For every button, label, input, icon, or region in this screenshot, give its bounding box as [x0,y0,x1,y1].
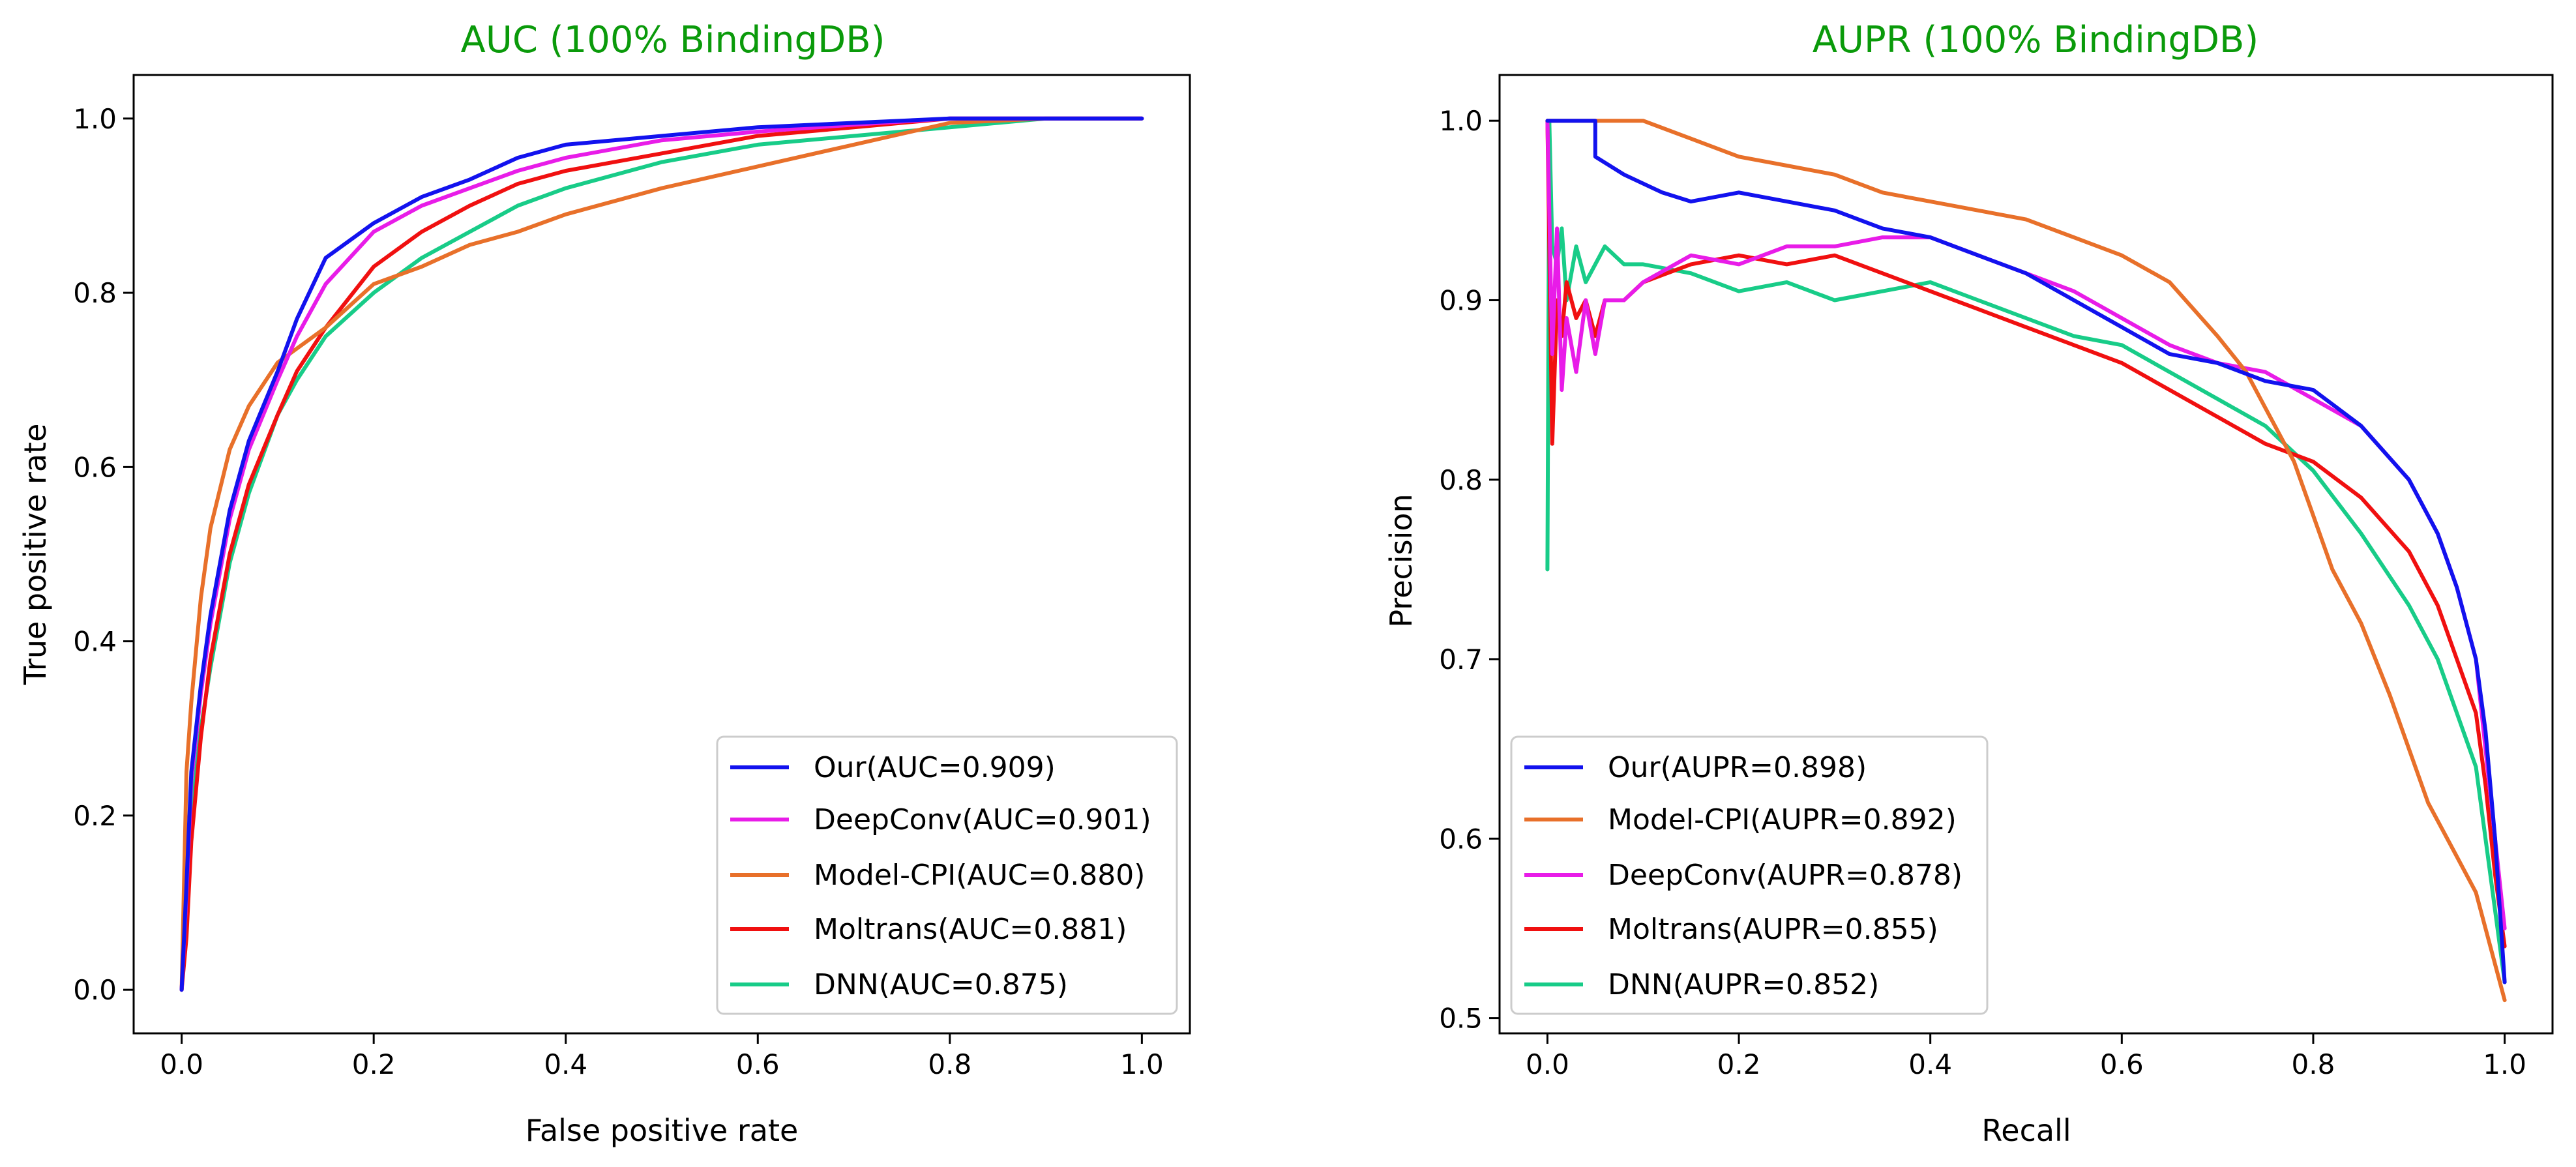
aupr-x-tick-label: 1.0 [2483,1048,2526,1080]
auc-y-tick-label: 0.2 [73,800,117,832]
aupr-legend-label-dnn: DNN(AUPR=0.852) [1608,968,1879,1001]
aupr-x-tick-label: 0.8 [2292,1048,2335,1080]
aupr-legend-label-our: Our(AUPR=0.898) [1608,751,1867,784]
auc-plot-frame [132,74,1191,1035]
aupr-series-dnn [1545,119,2507,984]
aupr-legend-box [1510,735,1989,1015]
aupr-chart: AUPR (100% BindingDB) 0.0 0.2 0.4 0.6 0.8 1.0… [1384,19,2554,1148]
auc-series-layer [179,116,1144,992]
auc-legend: Our(AUC=0.909) DeepConv(AUC=0.901) Model… [716,735,1178,1015]
aupr-y-tick-label: 0.7 [1439,643,1483,675]
auc-series-moltrans [179,116,1144,992]
aupr-legend-label-model-cpi: Model-CPI(AUPR=0.892) [1608,803,1957,836]
auc-legend-label-our: Our(AUC=0.909) [814,751,1056,784]
aupr-y-tick-label: 0.9 [1439,284,1483,316]
aupr-y-axis-label: Precision [1384,494,1419,627]
auc-x-tick-label: 0.4 [544,1048,587,1080]
auc-legend-label-model-cpi: Model-CPI(AUC=0.880) [814,859,1145,892]
aupr-y-tick-label: 1.0 [1439,105,1483,137]
aupr-x-axis-label: Recall [1981,1113,2071,1148]
auc-x-tick-label: 0.2 [352,1048,396,1080]
auc-legend-box [716,735,1178,1015]
aupr-x-tick-label: 0.2 [1717,1048,1761,1080]
auc-y-tick-label: 0.4 [73,626,117,658]
aupr-y-tick-label: 0.6 [1439,823,1483,855]
aupr-series-our [1545,119,2507,984]
aupr-x-tick-label: 0.4 [1908,1048,1952,1080]
aupr-legend: Our(AUPR=0.898) Model-CPI(AUPR=0.892) De… [1510,735,1989,1015]
auc-ticks: 0.0 0.2 0.4 0.6 0.8 1.0 0.0 0.2 0.4 0.6 0.8 1.0 [73,103,1164,1080]
aupr-series-layer [1545,119,2507,1003]
auc-legend-label-moltrans: Moltrans(AUC=0.881) [814,913,1127,946]
aupr-plot-frame [1498,74,2554,1035]
auc-x-axis-label: False positive rate [526,1113,799,1148]
auc-y-tick-label: 0.8 [73,277,117,309]
aupr-y-tick-label: 0.5 [1439,1003,1483,1035]
aupr-series-moltrans [1545,119,2507,949]
aupr-y-tick-label: 0.8 [1439,464,1483,496]
auc-legend-label-dnn: DNN(AUC=0.875) [814,968,1068,1001]
aupr-legend-label-moltrans: Moltrans(AUPR=0.855) [1608,913,1938,946]
auc-chart-title: AUC (100% BindingDB) [461,19,885,61]
auc-chart: AUC (100% BindingDB) 0.0 0.2 0.4 0.6 0.8 1.00… [18,19,1191,1148]
aupr-x-tick-label: 0.0 [1526,1048,1569,1080]
auc-y-tick-label: 0.6 [73,451,117,483]
aupr-x-tick-label: 0.6 [2100,1048,2144,1080]
aupr-legend-label-deepconv: DeepConv(AUPR=0.878) [1608,859,1962,892]
auc-y-tick-label: 0.0 [73,974,117,1006]
aupr-series-model-cpi [1545,119,2507,1003]
aupr-chart-title: AUPR (100% BindingDB) [1813,19,2259,61]
auc-x-tick-label: 1.0 [1120,1048,1164,1080]
auc-x-tick-label: 0.8 [928,1048,971,1080]
aupr-ticks: 0.0 0.2 0.4 0.6 0.8 1.0 0.5 0.6 0.7 0.8 0.9 1.0 [1439,105,2526,1080]
auc-x-tick-label: 0.6 [736,1048,780,1080]
auc-legend-label-deepconv: DeepConv(AUC=0.901) [814,803,1151,836]
auc-series-our [179,116,1144,992]
auc-series-model-cpi [179,116,1144,992]
auc-y-axis-label: True positive rate [18,424,53,686]
auc-x-tick-label: 0.0 [160,1048,203,1080]
auc-y-tick-label: 1.0 [73,103,117,135]
